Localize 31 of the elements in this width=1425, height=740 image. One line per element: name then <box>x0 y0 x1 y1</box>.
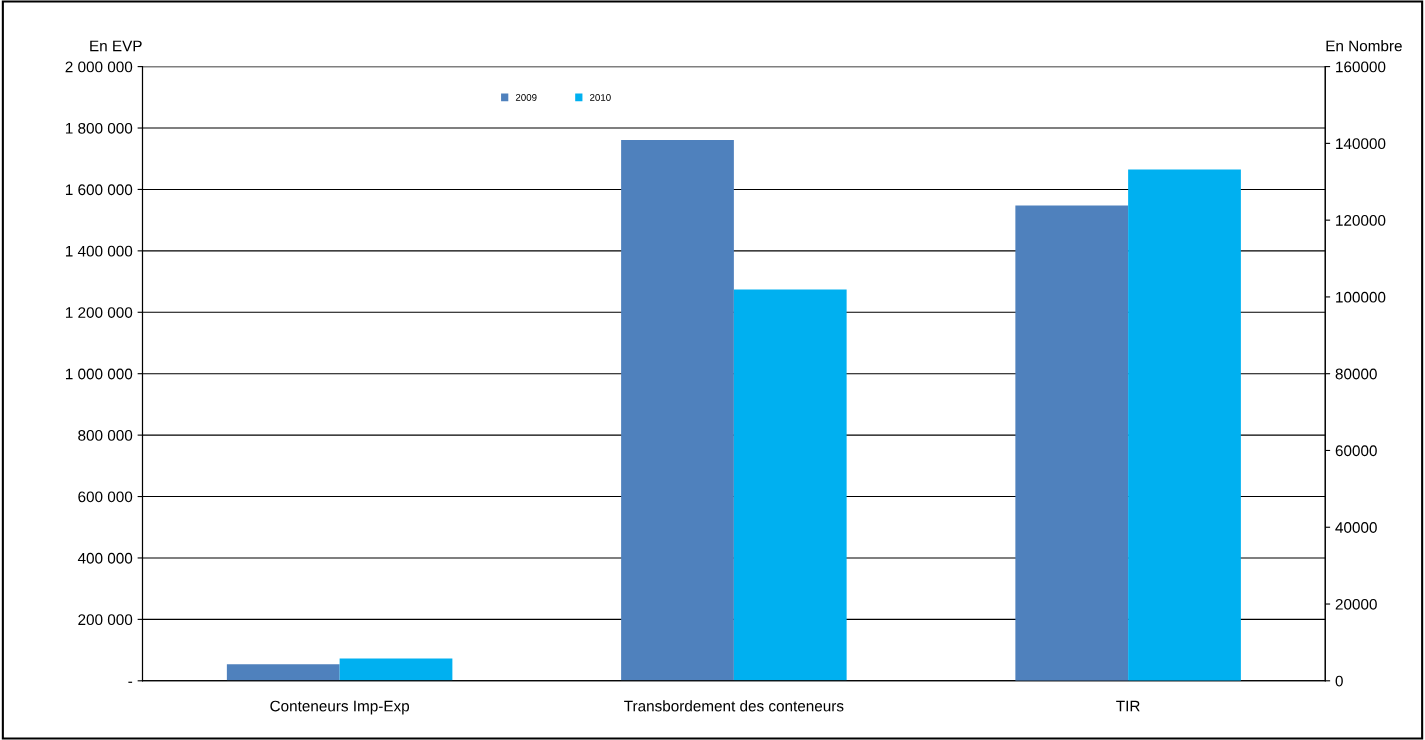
y-tick-label: 1 400 000 <box>65 245 133 257</box>
y-tick-label: 200 000 <box>78 614 133 626</box>
bar <box>339 658 453 681</box>
y2-tick-label: 140000 <box>1336 138 1386 150</box>
y-tick-label: 800 000 <box>78 429 133 441</box>
x-tick-label: TIR <box>1116 700 1140 712</box>
y2-tick-label: 80000 <box>1335 368 1377 380</box>
y-tick-label: - <box>128 681 133 683</box>
y-tick-label: 1 200 000 <box>65 307 133 318</box>
y-tick-label: 1 000 000 <box>65 368 133 380</box>
y2-tick-label: 0 <box>1335 675 1343 687</box>
y-tick-label: 1 600 000 <box>65 184 133 196</box>
y2-tick-label: 40000 <box>1335 522 1377 533</box>
y2-tick-label: 20000 <box>1335 598 1377 610</box>
y-tick-label: 2 000 000 <box>65 61 133 73</box>
x-tick-label: Transbordement des conteneurs <box>624 700 844 712</box>
y-tick-label: 600 000 <box>78 491 133 503</box>
y2-tick-label: 60000 <box>1335 445 1377 457</box>
y2-tick-label: 120000 <box>1336 215 1386 226</box>
bar <box>621 140 734 681</box>
bar <box>226 664 340 681</box>
x-tick-label: Conteneurs Imp-Exp <box>270 700 410 715</box>
y2-tick-label: 100000 <box>1336 291 1386 303</box>
legend-label: 2009 <box>515 94 537 101</box>
y-axis-title: En EVP <box>90 40 142 52</box>
legend-label: 2010 <box>590 94 611 101</box>
y2-axis-title: En Nombre <box>1326 40 1402 52</box>
y-tick-label: 400 000 <box>77 552 133 564</box>
y-tick-label: 1 800 000 <box>65 122 133 134</box>
y2-tick-label: 160000 <box>1336 61 1386 73</box>
bar <box>733 289 847 681</box>
